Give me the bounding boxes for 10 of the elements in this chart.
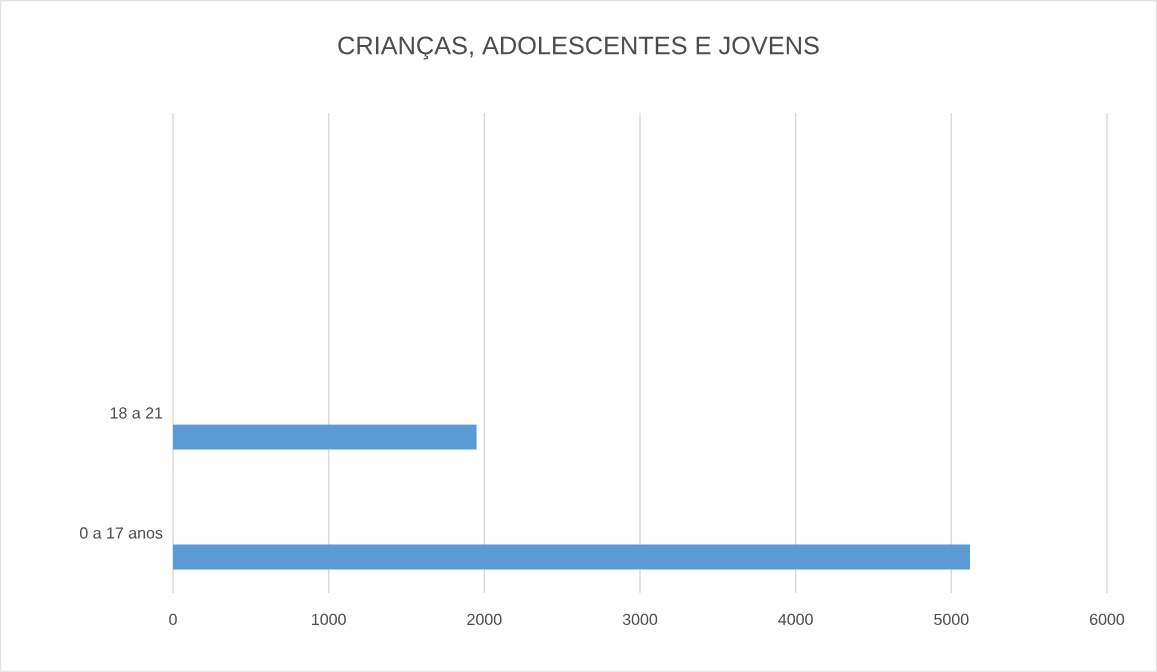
x-tick-label: 1000 [312,613,346,626]
x-tick-label: 3000 [622,613,658,626]
x-tick-label: 0 [169,613,177,626]
x-tick-label: 6000 [1090,613,1125,626]
x-tick-label: 4000 [778,613,813,626]
chart-title: CRIANÇAS, ADOLESCENTES E JOVENS [338,36,819,60]
x-tick-label: 2000 [467,613,502,626]
y-tick-label: 0 a 17 anos [79,527,163,539]
y-tick-label: 18 a 21 [110,407,163,419]
x-tick-label: 5000 [934,613,969,626]
